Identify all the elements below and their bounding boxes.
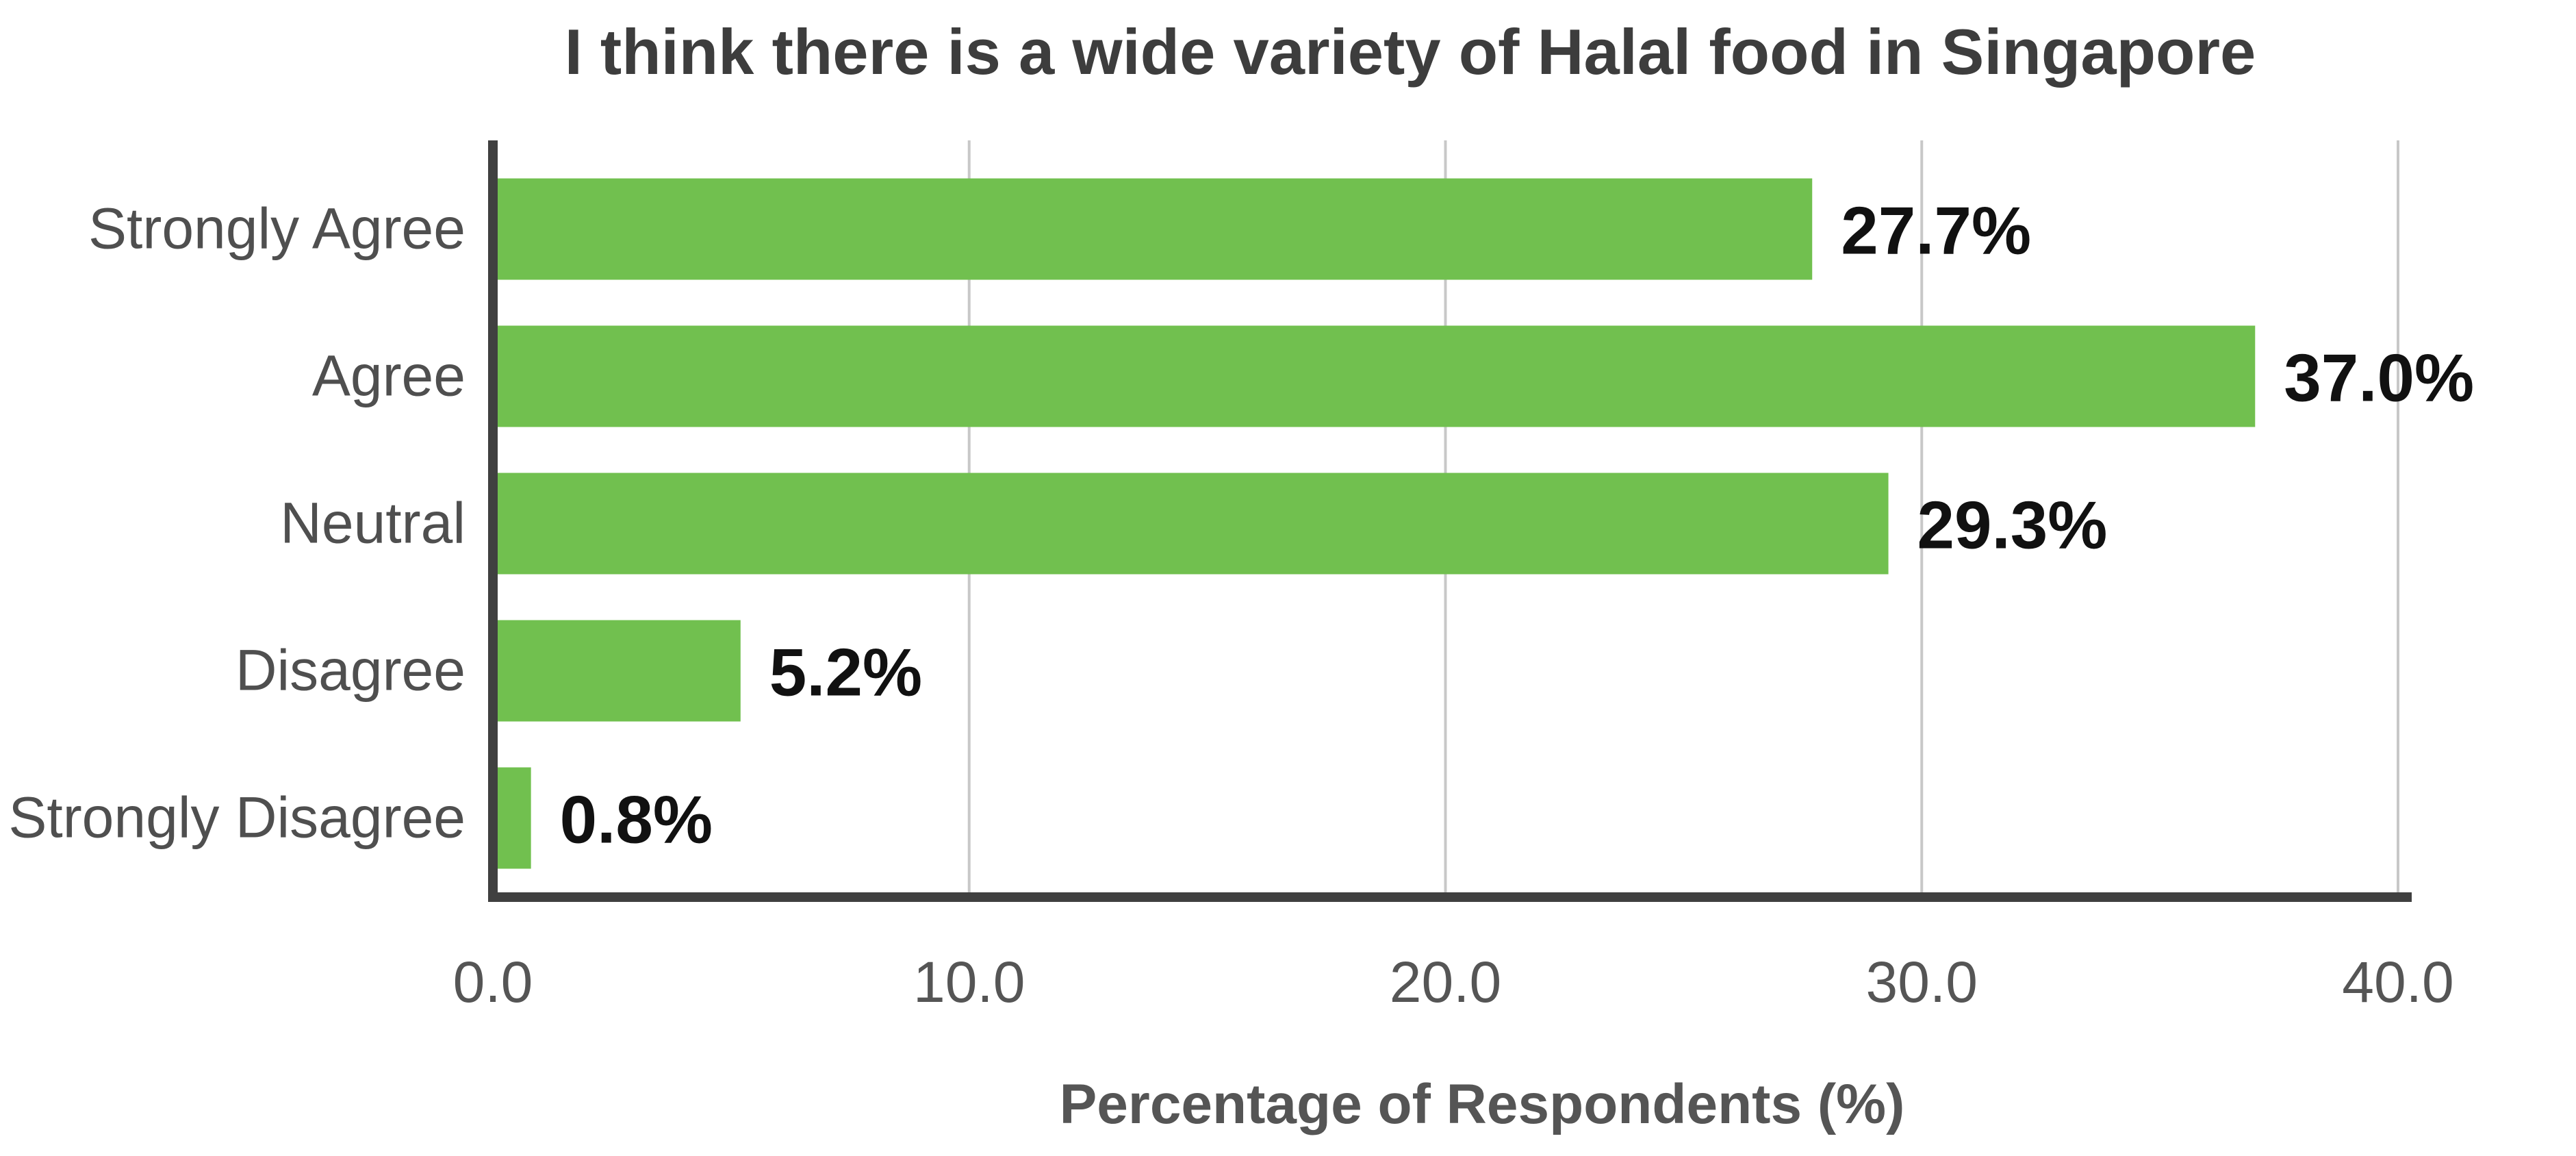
bar-value-label: 27.7% bbox=[1841, 193, 2031, 268]
category-label: Strongly Agree bbox=[88, 197, 466, 261]
bars bbox=[497, 178, 2256, 869]
x-tick-label: 20.0 bbox=[1390, 950, 1502, 1014]
x-tick-label: 40.0 bbox=[2342, 950, 2454, 1014]
chart-title: I think there is a wide variety of Halal… bbox=[565, 16, 2256, 88]
x-tick-label: 0.0 bbox=[453, 950, 533, 1014]
bar bbox=[497, 325, 2256, 427]
bar-value-label: 0.8% bbox=[560, 782, 713, 857]
bar bbox=[497, 620, 741, 722]
category-label: Strongly Disagree bbox=[8, 786, 466, 850]
category-label: Agree bbox=[312, 344, 466, 408]
bar-value-label: 29.3% bbox=[1917, 488, 2108, 563]
bar bbox=[497, 178, 1813, 280]
x-tick-label: 10.0 bbox=[913, 950, 1025, 1014]
bar-value-label: 37.0% bbox=[2284, 340, 2474, 416]
x-tick-labels: 0.0 10.0 20.0 30.0 40.0 bbox=[453, 950, 2454, 1014]
category-labels: Strongly Agree Agree Neutral Disagree Strong… bbox=[8, 197, 466, 850]
category-label: Disagree bbox=[235, 638, 466, 703]
value-labels: 27.7% 37.0% 29.3% 5.2% 0.8% bbox=[560, 193, 2474, 857]
axes bbox=[488, 140, 2412, 902]
bar bbox=[497, 473, 1889, 575]
bar-value-label: 5.2% bbox=[769, 635, 922, 710]
category-label: Neutral bbox=[280, 491, 466, 555]
x-tick-label: 30.0 bbox=[1866, 950, 1978, 1014]
x-axis-title: Percentage of Respondents (%) bbox=[1060, 1073, 1905, 1135]
bar bbox=[497, 767, 531, 869]
